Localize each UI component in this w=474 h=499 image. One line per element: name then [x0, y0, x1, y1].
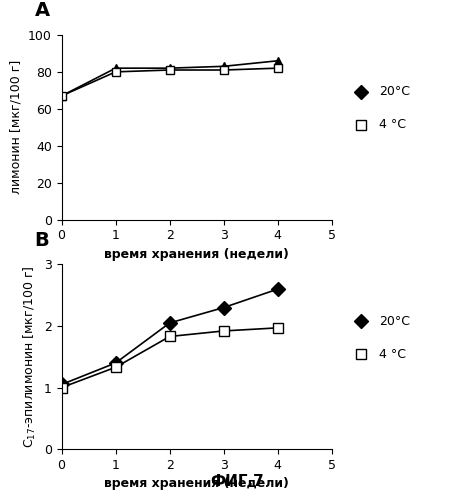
4 °C — [59, 93, 64, 99]
Text: В: В — [35, 231, 49, 250]
X-axis label: время хранения (недели): время хранения (недели) — [104, 248, 289, 261]
20°C — [113, 65, 118, 71]
20°C — [167, 65, 173, 71]
X-axis label: время хранения (недели): время хранения (недели) — [104, 478, 289, 491]
Line: 4 °C: 4 °C — [57, 323, 283, 392]
Text: ФИГ.7: ФИГ.7 — [210, 474, 264, 489]
4 °C — [167, 333, 173, 339]
20°C — [275, 286, 281, 292]
20°C — [59, 381, 64, 387]
Text: 20°C: 20°C — [379, 85, 410, 98]
20°C — [113, 360, 118, 366]
20°C — [221, 304, 227, 310]
4 °C — [275, 325, 281, 331]
20°C — [59, 93, 64, 99]
4 °C — [221, 328, 227, 334]
Line: 20°C: 20°C — [57, 284, 283, 389]
Line: 20°C: 20°C — [57, 56, 282, 100]
4 °C — [59, 385, 64, 391]
Line: 4 °C: 4 °C — [57, 64, 282, 100]
Text: А: А — [35, 1, 50, 20]
4 °C — [113, 69, 118, 75]
4 °C — [221, 67, 227, 73]
Text: 4 °C: 4 °C — [379, 118, 406, 131]
20°C — [275, 58, 281, 64]
Text: 20°C: 20°C — [379, 315, 410, 328]
Text: 4 °C: 4 °C — [379, 348, 406, 361]
4 °C — [167, 67, 173, 73]
Y-axis label: лимонин [мкг/100 г]: лимонин [мкг/100 г] — [9, 60, 22, 195]
4 °C — [113, 364, 118, 370]
20°C — [221, 63, 227, 69]
4 °C — [275, 65, 281, 71]
20°C — [167, 320, 173, 326]
Y-axis label: С$_{17}$-эпилимонин [мкг/100 г]: С$_{17}$-эпилимонин [мкг/100 г] — [22, 265, 38, 448]
